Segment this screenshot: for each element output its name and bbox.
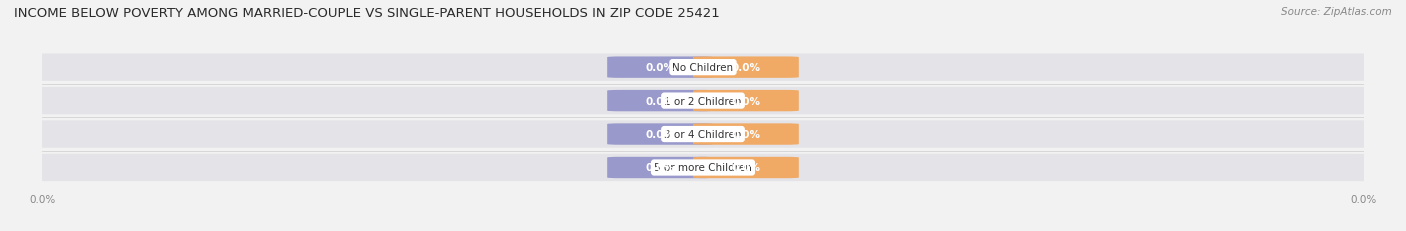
Text: 0.0%: 0.0%	[731, 130, 761, 140]
Text: 5 or more Children: 5 or more Children	[654, 163, 752, 173]
FancyBboxPatch shape	[693, 157, 799, 178]
FancyBboxPatch shape	[22, 54, 1384, 82]
Text: Source: ZipAtlas.com: Source: ZipAtlas.com	[1281, 7, 1392, 17]
Text: 3 or 4 Children: 3 or 4 Children	[664, 130, 742, 140]
FancyBboxPatch shape	[693, 57, 799, 79]
FancyBboxPatch shape	[607, 57, 713, 79]
FancyBboxPatch shape	[22, 121, 1384, 148]
Text: 0.0%: 0.0%	[645, 163, 675, 173]
Text: 0.0%: 0.0%	[645, 130, 675, 140]
Text: No Children: No Children	[672, 63, 734, 73]
Text: 0.0%: 0.0%	[731, 63, 761, 73]
FancyBboxPatch shape	[693, 124, 799, 145]
FancyBboxPatch shape	[607, 91, 713, 112]
FancyBboxPatch shape	[693, 91, 799, 112]
Text: 0.0%: 0.0%	[731, 163, 761, 173]
Text: 0.0%: 0.0%	[731, 96, 761, 106]
Text: 1 or 2 Children: 1 or 2 Children	[664, 96, 742, 106]
FancyBboxPatch shape	[22, 88, 1384, 115]
FancyBboxPatch shape	[22, 154, 1384, 181]
Text: 0.0%: 0.0%	[645, 96, 675, 106]
Text: INCOME BELOW POVERTY AMONG MARRIED-COUPLE VS SINGLE-PARENT HOUSEHOLDS IN ZIP COD: INCOME BELOW POVERTY AMONG MARRIED-COUPL…	[14, 7, 720, 20]
Text: 0.0%: 0.0%	[645, 63, 675, 73]
FancyBboxPatch shape	[607, 157, 713, 178]
FancyBboxPatch shape	[607, 124, 713, 145]
